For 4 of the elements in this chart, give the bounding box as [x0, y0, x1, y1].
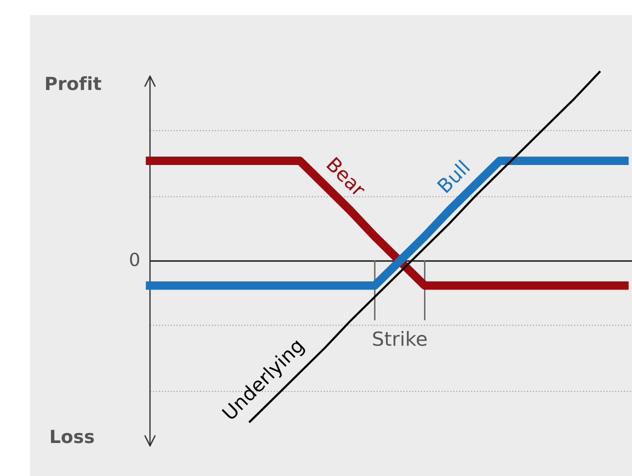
- text: Loss: [50, 430, 94, 444]
- ref-line-label: 0: [130, 252, 140, 266]
- text: Profit: [46, 76, 102, 90]
- annotation: Strike: [373, 330, 427, 346]
